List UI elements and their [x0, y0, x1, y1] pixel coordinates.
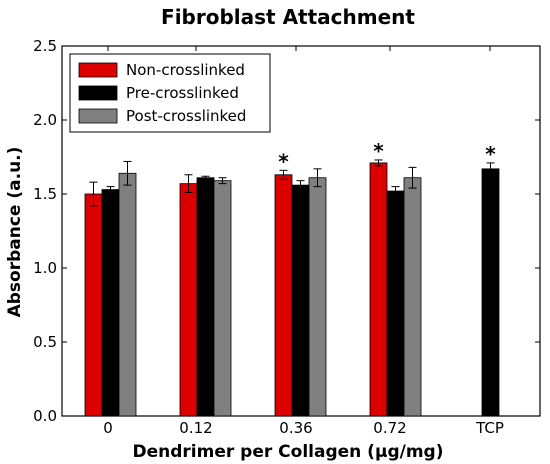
legend-label: Post-crosslinked: [126, 107, 246, 125]
bar-pre-crosslinked: [196, 177, 215, 417]
legend-swatch: [78, 85, 118, 101]
y-tick-label: 0.0: [33, 407, 57, 425]
x-tick-label: 0: [103, 419, 113, 437]
bar-non-crosslinked: [369, 162, 388, 417]
plot-area: 0.0 0.5 1.0 1.5 2.0 2.5 0 0.12 0.36 0.72 TCP * * *: [33, 37, 541, 437]
x-tick-label: 0.36: [279, 419, 312, 437]
y-tick-label: 2.5: [33, 37, 57, 55]
bar-post-crosslinked: [308, 177, 327, 417]
y-tick-label: 1.5: [33, 185, 57, 203]
significance-marker: *: [485, 142, 496, 166]
chart-title: Fibroblast Attachment: [161, 5, 415, 29]
bar-post-crosslinked: [213, 180, 232, 417]
significance-marker: *: [373, 139, 384, 163]
y-axis-label: Absorbance (a.u.): [5, 147, 25, 318]
bar-pre-crosslinked: [481, 168, 500, 417]
y-tick-label: 2.0: [33, 111, 57, 129]
y-tick-label: 1.0: [33, 259, 57, 277]
bar-post-crosslinked: [403, 177, 422, 417]
x-tick-label: 0.72: [373, 419, 406, 437]
bar-pre-crosslinked: [101, 189, 120, 417]
bar-non-crosslinked: [84, 193, 103, 417]
bar-non-crosslinked: [274, 174, 293, 417]
bar-non-crosslinked: [179, 183, 198, 417]
bar-pre-crosslinked: [386, 190, 405, 417]
bar-pre-crosslinked: [291, 184, 310, 417]
legend: Non-crosslinked Pre-crosslinked Post-cross…: [69, 53, 271, 133]
x-tick-label: TCP: [475, 419, 504, 437]
legend-swatch: [78, 62, 118, 78]
legend-label: Pre-crosslinked: [126, 84, 239, 102]
bar-post-crosslinked: [118, 172, 137, 417]
significance-marker: *: [278, 149, 289, 173]
y-tick-label: 0.5: [33, 333, 57, 351]
legend-swatch: [78, 108, 118, 124]
x-axis-label: Dendrimer per Collagen (µg/mg): [133, 442, 444, 462]
x-tick-label: 0.12: [179, 419, 212, 437]
legend-label: Non-crosslinked: [126, 61, 245, 79]
